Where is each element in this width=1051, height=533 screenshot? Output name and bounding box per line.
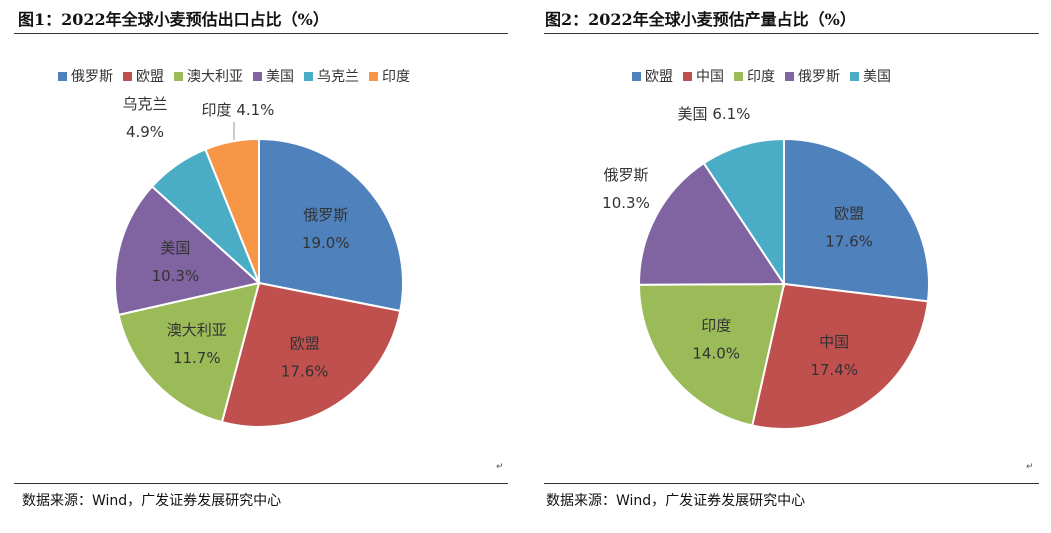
legend-item: 俄罗斯 [58,66,113,86]
slice-category-label: 俄罗斯 [303,206,348,224]
legend-item: 欧盟 [123,66,164,86]
legend-label: 俄罗斯 [798,69,840,85]
pie-slice [751,282,930,430]
source-rule [14,483,508,484]
slice-value-label: 17.4% [810,361,858,379]
export-share-panel: 图1：2022年全球小麦预估出口占比（%） 俄罗斯 欧盟 澳大利亚 美国 乌克兰 印度 俄… [0,0,520,533]
legend-swatch [632,71,641,81]
pie-chart: 俄罗斯 19.0% 欧盟 17.6% 澳大利亚 11.7% 美国 10.3% 乌克兰 4.9% 印度… [114,95,404,428]
legend-item: 澳大利亚 [174,66,243,86]
slice-value-label: 19.0% [302,234,350,252]
pie-slice [117,281,261,424]
legend-swatch [850,71,859,81]
chart-legend: 俄罗斯 欧盟 澳大利亚 美国 乌克兰 印度 [58,66,410,86]
pie-slice [114,185,262,317]
legend-item: 乌克兰 [304,66,359,86]
legend-label: 美国 [266,69,294,85]
slice-value-label: 4.9% [126,123,164,141]
pie-slice [702,137,785,288]
slice-value-label: 10.3% [602,194,650,212]
legend-item: 中国 [683,66,724,86]
source-note: 数据来源：Wind，广发证券发展研究中心 [22,493,282,509]
legend-item: 俄罗斯 [785,66,840,86]
legend-label: 乌克兰 [317,69,359,85]
chart-title: 图2：2022年全球小麦预估产量占比（%） [545,10,856,29]
slice-value-label: 14.0% [692,345,740,363]
title-rule [14,33,508,34]
pie-slice [258,137,404,313]
source-rule [544,483,1039,484]
paragraph-mark: ↵ [1026,462,1034,472]
slice-value-label: 11.7% [173,349,221,367]
legend-swatch [123,71,132,81]
slice-label: 印度 4.1% [202,101,275,119]
legend-label: 俄罗斯 [71,69,113,85]
pie-chart: 欧盟 17.6% 中国 17.4% 印度 14.0% 俄罗斯 10.3% 美国 6.1% [602,105,930,430]
pie-slice [204,137,260,284]
legend-swatch [683,71,692,81]
legend-label: 澳大利亚 [187,69,243,85]
legend-item: 印度 [734,66,775,86]
legend-swatch [734,71,743,81]
slice-category-label: 欧盟 [290,334,320,352]
legend-item: 印度 [369,66,410,86]
legend-swatch [369,71,378,81]
slice-category-label: 美国 [160,239,190,257]
legend-label: 中国 [696,69,724,85]
slice-value-label: 17.6% [281,362,329,380]
slice-value-label: 10.3% [152,267,200,285]
legend-swatch [785,71,794,81]
title-rule [544,33,1039,34]
legend-label: 印度 [747,69,775,85]
legend-swatch [304,71,313,81]
legend-item: 美国 [850,66,891,86]
chart-title: 图1：2022年全球小麦预估出口占比（%） [18,10,329,29]
pie-slice [637,282,786,427]
slice-category-label: 印度 [701,317,731,335]
legend-label: 欧盟 [645,69,673,85]
legend-item: 美国 [253,66,294,86]
legend-item: 欧盟 [632,66,673,86]
pie-slice [638,161,786,286]
slice-category-label: 乌克兰 [122,95,167,113]
slice-category-label: 欧盟 [834,204,864,222]
source-note: 数据来源：Wind，广发证券发展研究中心 [546,493,806,509]
slice-category-label: 中国 [819,333,849,351]
production-share-panel: 图2：2022年全球小麦预估产量占比（%） 欧盟 中国 印度 俄罗斯 美国 欧盟 17.6… [530,0,1051,533]
chart-legend: 欧盟 中国 印度 俄罗斯 美国 [632,66,891,86]
legend-swatch [174,71,183,81]
slice-category-label: 澳大利亚 [167,321,227,339]
legend-label: 欧盟 [136,69,164,85]
pie-slice [220,281,402,428]
legend-label: 印度 [382,69,410,85]
slice-label: 美国 6.1% [678,105,751,123]
legend-swatch [253,71,262,81]
legend-swatch [58,71,67,81]
pie-slice [783,137,930,303]
legend-label: 美国 [863,69,891,85]
slice-value-label: 17.6% [825,232,873,250]
slice-category-label: 俄罗斯 [603,166,648,184]
paragraph-mark: ↵ [496,462,504,472]
